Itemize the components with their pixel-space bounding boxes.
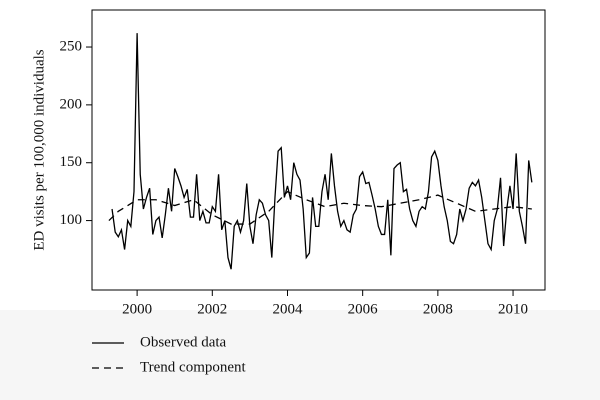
x-tick-label: 2002 — [197, 301, 227, 317]
x-tick-label: 2006 — [348, 301, 379, 317]
legend-background — [0, 310, 600, 400]
x-tick-label: 2004 — [272, 301, 303, 317]
data-line — [108, 190, 532, 225]
y-tick-label: 150 — [60, 154, 83, 170]
y-tick-label: 250 — [60, 38, 83, 54]
y-axis-label: ED visits per 100,000 individuals — [31, 49, 47, 250]
legend-label: Observed data — [140, 334, 227, 350]
legend-label: Trend component — [140, 359, 247, 375]
x-tick-label: 2010 — [498, 301, 528, 317]
data-line — [111, 33, 533, 270]
y-tick-label: 200 — [60, 96, 83, 112]
x-tick-label: 2000 — [122, 301, 152, 317]
plot-frame — [91, 9, 546, 291]
y-tick-label: 100 — [60, 212, 83, 228]
x-tick-label: 2008 — [423, 301, 453, 317]
